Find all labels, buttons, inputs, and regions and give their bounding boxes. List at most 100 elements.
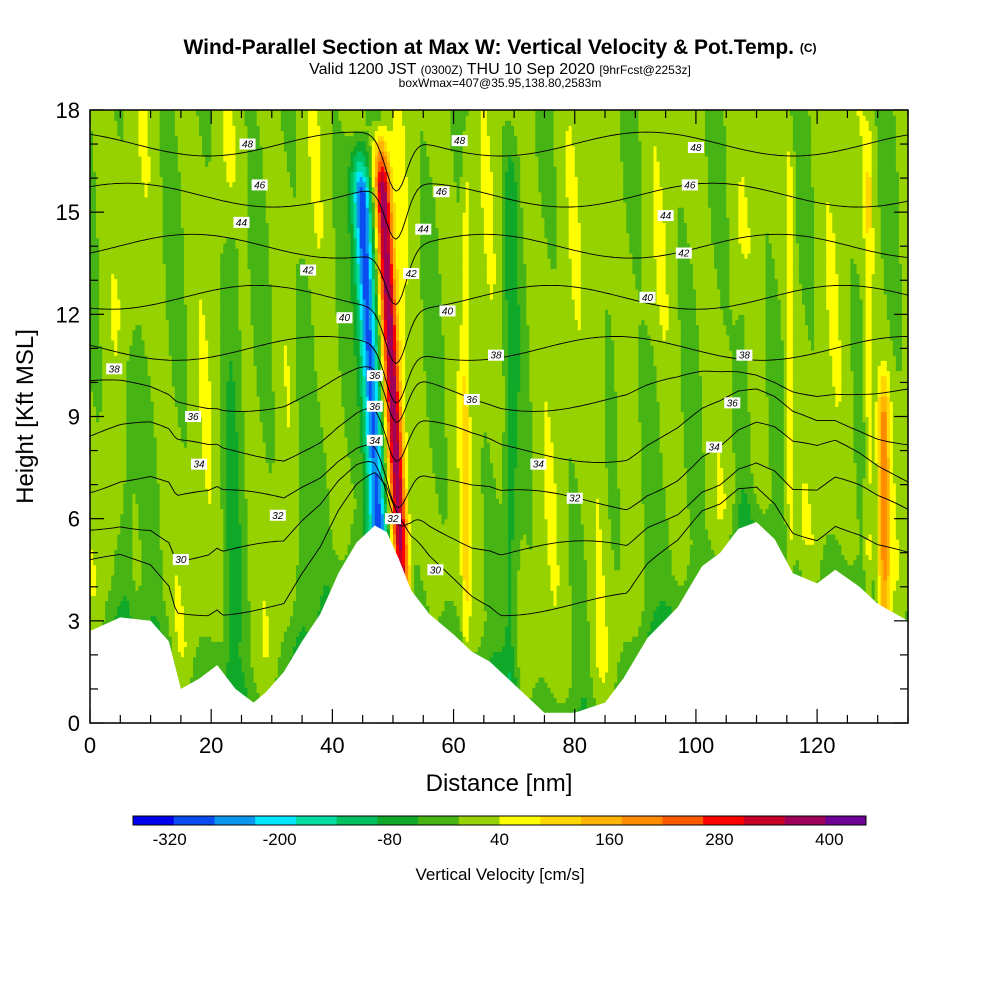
w-cell — [402, 518, 406, 525]
w-cell — [865, 350, 873, 356]
w-cell — [205, 472, 212, 479]
w-cell — [126, 452, 158, 458]
w-cell — [383, 426, 388, 433]
w-cell — [641, 498, 667, 504]
w-cell — [389, 426, 394, 433]
w-cell — [883, 574, 888, 581]
w-cell — [483, 544, 509, 550]
w-cell — [783, 472, 788, 479]
w-cell — [471, 544, 485, 550]
w-cell — [368, 431, 373, 438]
w-cell — [850, 355, 864, 361]
w-cell — [656, 385, 682, 392]
w-cell — [241, 610, 252, 617]
w-cell — [886, 590, 891, 596]
w-cell — [395, 406, 400, 412]
w-cell — [850, 350, 864, 356]
w-cell — [571, 620, 591, 627]
w-cell — [205, 462, 212, 469]
w-cell — [402, 406, 406, 412]
w-cell — [226, 467, 240, 474]
w-cell — [865, 360, 873, 367]
w-cell — [180, 585, 224, 591]
w-cell — [502, 646, 515, 653]
w-cell — [514, 533, 524, 540]
w-cell — [717, 513, 724, 520]
w-cell — [614, 344, 639, 351]
w-cell — [880, 360, 888, 367]
w-cell — [186, 436, 203, 443]
w-cell — [274, 442, 300, 448]
w-cell — [126, 467, 158, 474]
w-cell — [889, 396, 909, 402]
w-cell — [786, 370, 794, 377]
w-cell — [459, 360, 470, 367]
w-cell — [462, 503, 470, 510]
w-cell — [608, 646, 624, 653]
w-cell — [174, 600, 182, 607]
w-cell — [732, 360, 749, 367]
w-cell — [792, 350, 830, 356]
w-cell — [483, 513, 509, 520]
w-cell — [668, 539, 694, 545]
w-cell — [202, 431, 212, 438]
w-cell — [883, 559, 888, 566]
w-cell — [732, 503, 739, 510]
w-cell — [283, 636, 297, 642]
w-cell — [517, 707, 579, 714]
w-cell — [514, 518, 533, 525]
w-cell — [723, 488, 736, 494]
w-cell — [783, 421, 788, 428]
w-cell — [641, 488, 667, 494]
w-cell — [408, 579, 412, 586]
w-cell — [368, 452, 373, 458]
w-cell — [199, 636, 212, 642]
w-cell — [732, 528, 736, 535]
w-cell — [895, 508, 909, 515]
w-cell — [508, 375, 521, 382]
w-cell — [865, 355, 873, 361]
w-cell — [529, 370, 606, 377]
w-cell — [792, 482, 803, 489]
w-cell — [895, 523, 909, 530]
w-cell — [886, 605, 891, 612]
w-cell — [386, 375, 391, 382]
w-cell — [532, 539, 549, 545]
w-cell — [762, 508, 767, 515]
w-cell — [468, 350, 503, 356]
w-cell — [180, 426, 188, 433]
w-cell — [371, 411, 376, 418]
w-cell — [653, 610, 673, 617]
w-cell — [211, 482, 221, 489]
w-cell — [865, 442, 870, 448]
w-cell — [299, 436, 324, 443]
w-cell — [529, 344, 606, 351]
w-cell — [399, 457, 403, 464]
w-cell — [862, 513, 879, 520]
w-cell — [238, 646, 252, 653]
w-cell — [668, 518, 691, 525]
w-cell — [432, 615, 440, 622]
w-cell — [244, 488, 300, 494]
w-cell — [405, 355, 424, 361]
w-cell — [801, 523, 812, 530]
w-cell — [286, 390, 291, 397]
w-cell — [835, 390, 842, 397]
w-cell — [317, 390, 343, 397]
w-cell — [90, 462, 127, 469]
w-cell — [701, 390, 733, 397]
w-cell — [556, 488, 570, 494]
w-cell — [102, 401, 127, 407]
w-cell — [865, 452, 870, 458]
w-cell — [517, 682, 521, 688]
w-cell — [377, 493, 382, 499]
w-cell — [868, 421, 873, 428]
w-cell — [90, 406, 97, 412]
w-cell — [726, 498, 736, 504]
w-cell — [102, 396, 127, 402]
w-cell — [456, 436, 464, 443]
w-cell — [377, 411, 382, 418]
w-cell — [732, 390, 749, 397]
w-cell — [250, 651, 264, 658]
w-cell — [289, 421, 300, 428]
